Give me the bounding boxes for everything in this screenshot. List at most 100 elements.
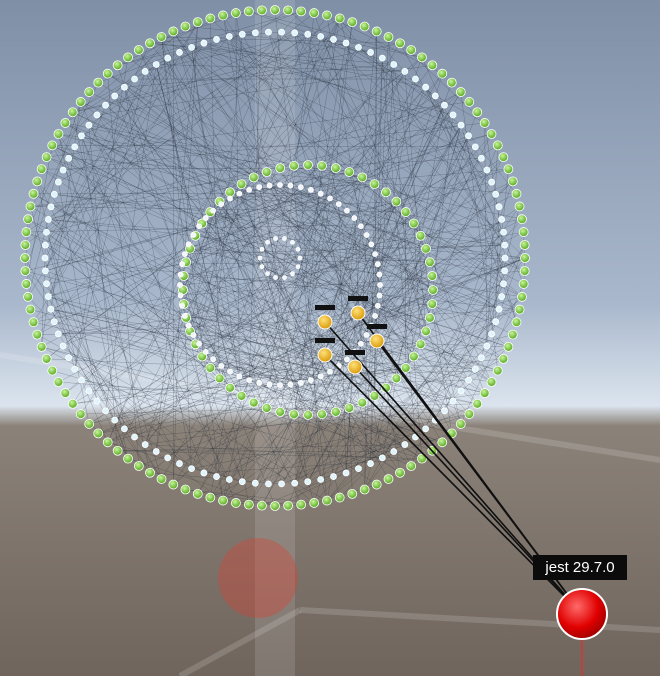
graph-edge — [266, 181, 513, 409]
graph-node — [196, 340, 202, 347]
graph-edge — [279, 156, 504, 413]
graph-node — [50, 190, 58, 198]
graph-edge — [65, 31, 174, 124]
graph-node — [243, 499, 254, 510]
graph-edge — [30, 206, 406, 213]
graph-node — [498, 293, 506, 300]
graph-edge — [58, 182, 98, 402]
graph-edge — [145, 444, 383, 459]
graph-edge — [161, 71, 406, 480]
graph-edge — [189, 210, 214, 332]
graph-node — [246, 377, 252, 384]
graph-edge — [96, 57, 423, 402]
graph-edge — [58, 133, 129, 459]
graph-edge — [269, 185, 376, 255]
graph-edge — [210, 18, 523, 297]
graph-node — [287, 182, 294, 189]
graph-node — [378, 54, 386, 62]
graph-node — [251, 479, 259, 487]
graph-node — [67, 107, 78, 118]
graph-edge — [107, 73, 140, 467]
dependency-node — [369, 333, 385, 349]
graph-node — [65, 354, 72, 362]
graph-edge — [333, 157, 504, 477]
graph-node — [265, 480, 272, 488]
graph-edge — [183, 275, 267, 409]
graph-node — [431, 92, 439, 100]
graph-edge — [25, 270, 162, 480]
graph-edge — [149, 43, 461, 425]
graph-node — [283, 500, 293, 511]
graph-node — [391, 373, 402, 384]
graph-edge — [44, 257, 520, 310]
graph-edge — [161, 36, 224, 501]
graph-edge — [190, 248, 430, 263]
graph-edge — [145, 392, 485, 445]
graph-edge — [180, 270, 525, 296]
graph-node — [251, 29, 259, 37]
graph-node — [192, 488, 203, 499]
grid-beam — [0, 352, 660, 463]
graph-edge — [338, 105, 445, 366]
graph-node — [357, 397, 368, 408]
graph-node — [243, 6, 254, 17]
graph-edge — [65, 122, 522, 220]
graph-node — [347, 17, 358, 28]
graph-node — [60, 118, 71, 128]
graph-edge — [293, 22, 353, 415]
graph-node — [102, 437, 113, 448]
graph-edge — [191, 47, 214, 211]
graph-node — [218, 201, 225, 207]
graph-node — [71, 143, 79, 151]
graph-node — [501, 254, 509, 262]
graph-edge — [173, 31, 414, 224]
graph-edge — [198, 343, 401, 473]
graph-node — [180, 21, 191, 32]
graph-edge — [182, 91, 461, 265]
graph-edge — [184, 244, 505, 255]
graph-edge — [269, 13, 315, 385]
graph-node — [210, 356, 216, 363]
graph-node — [85, 121, 93, 129]
graph-edge — [50, 206, 454, 402]
graph-edge — [107, 371, 231, 443]
graph-edge — [333, 39, 485, 124]
graph-node — [259, 264, 265, 270]
graph-edge — [360, 135, 469, 344]
graph-edge — [114, 235, 421, 421]
graph-node — [295, 264, 301, 270]
graph-edge — [371, 325, 498, 371]
graph-edge — [300, 183, 375, 188]
graph-edge — [50, 253, 185, 310]
graph-edge — [354, 181, 492, 219]
graph-node — [20, 240, 31, 250]
graph-edge — [179, 261, 430, 286]
graph-edge — [188, 185, 291, 326]
graph-node — [297, 255, 303, 261]
graph-edge — [185, 489, 289, 506]
graph-edge — [261, 135, 469, 506]
graph-node — [335, 201, 342, 207]
graph-edge — [46, 101, 470, 158]
graph-node — [412, 75, 419, 83]
graph-edge — [307, 34, 415, 224]
graph-edge — [155, 64, 196, 236]
graph-edge — [290, 384, 452, 434]
graph-node — [265, 271, 270, 277]
graph-edge — [220, 204, 291, 385]
graph-edge — [48, 296, 146, 445]
graph-node — [483, 342, 491, 350]
dependency-tag — [315, 338, 335, 343]
graph-edge — [30, 206, 416, 438]
selected-node[interactable] — [556, 588, 608, 640]
graph-edge — [269, 158, 482, 385]
graph-edge — [37, 181, 308, 482]
graph-edge — [219, 218, 523, 379]
graph-edge — [300, 187, 321, 480]
graph-edge — [279, 384, 336, 413]
graph-edge — [185, 261, 412, 467]
graph-node — [266, 182, 273, 189]
graph-edge — [105, 104, 372, 326]
graph-node — [483, 166, 491, 174]
graph-edge — [50, 101, 81, 310]
